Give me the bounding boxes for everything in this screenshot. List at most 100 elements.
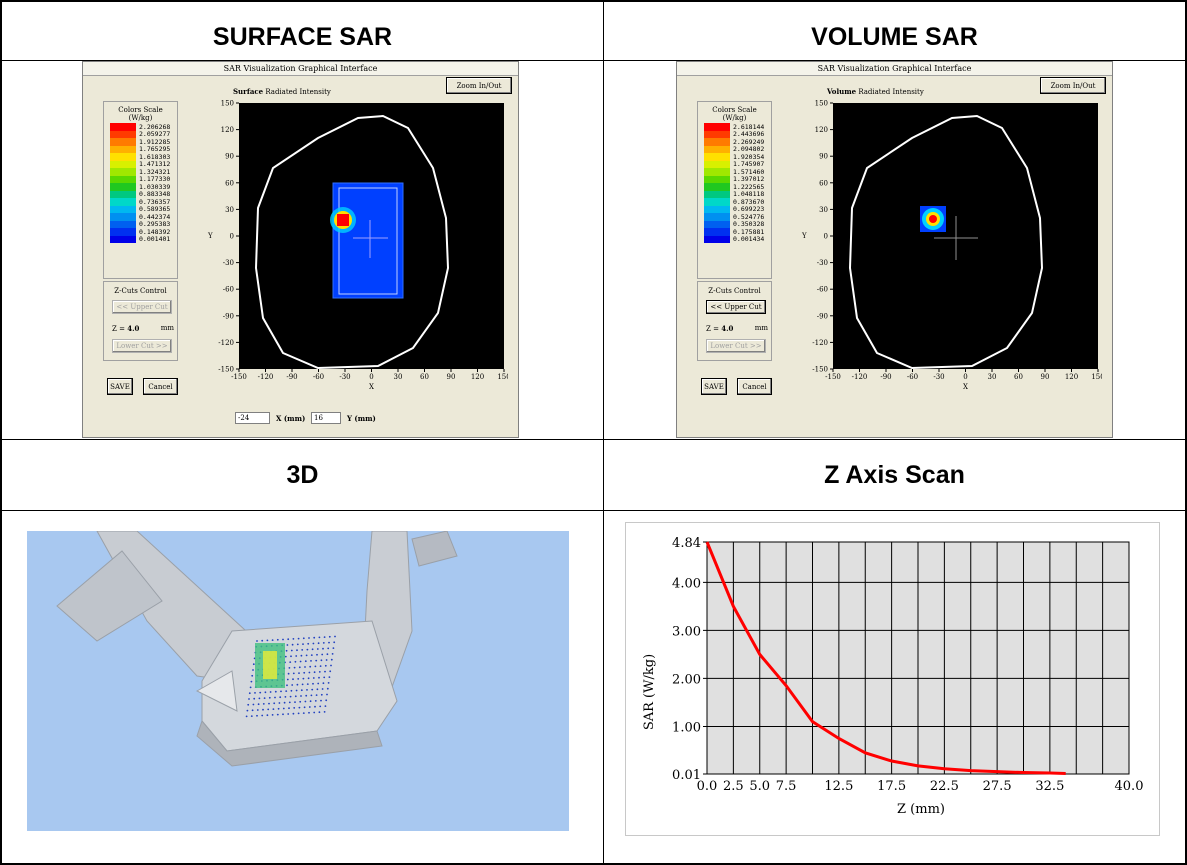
- table-border-right: [1185, 0, 1187, 865]
- scan-point: [291, 643, 294, 646]
- upper-cut-button[interactable]: << Upper Cut: [706, 300, 766, 314]
- header-surface-sar: SURFACE SAR: [212, 22, 393, 51]
- scan-point: [327, 647, 330, 650]
- save-button[interactable]: SAVE: [701, 378, 727, 395]
- y-axis-letter: Y: [801, 232, 807, 240]
- scale-row: 1.030339: [110, 183, 170, 191]
- scale-row: 2.443696: [704, 130, 764, 138]
- y-tick-label: -120: [218, 339, 234, 347]
- y-tick-label: -60: [817, 286, 828, 294]
- scan-point: [310, 654, 313, 656]
- scan-point: [320, 699, 322, 702]
- scan-point: [323, 676, 326, 679]
- table-border-bottom: [0, 863, 1187, 865]
- scale-value: 1.745907: [733, 160, 765, 169]
- scan-point: [291, 684, 294, 686]
- y-coordinate-field[interactable]: 16: [311, 412, 341, 424]
- scale-row: 0.699223: [704, 205, 764, 213]
- z-axis-scan-chart: SAR (W/kg) Z (mm) 4.84 4.00 3.00 2.00 1.00 0.…: [642, 536, 1143, 817]
- y-tick-label: -30: [817, 259, 828, 267]
- scale-row: 2.618144: [704, 123, 764, 131]
- zoom-button[interactable]: Zoom In/Out: [446, 77, 512, 94]
- z-unit: mm: [160, 324, 174, 332]
- scan-point: [312, 682, 314, 685]
- scale-unit: (W/kg): [128, 114, 153, 122]
- scan-point: [328, 641, 330, 644]
- save-button[interactable]: SAVE: [107, 378, 133, 395]
- scan-point: [282, 713, 284, 716]
- scan-point: [325, 659, 328, 661]
- y-tick-label: 1.00: [672, 720, 701, 735]
- scale-swatch: [704, 235, 730, 243]
- scale-value: 0.736357: [139, 197, 171, 206]
- scan-point: [302, 677, 305, 680]
- y-axis-letter: Y: [207, 232, 213, 240]
- scan-point: [256, 640, 258, 642]
- scan-point: [332, 647, 335, 649]
- scale-row: 1.471312: [110, 160, 170, 168]
- scan-point: [247, 703, 250, 706]
- scan-point: [288, 707, 290, 710]
- scale-row: 1.618303: [110, 153, 170, 161]
- mode-rest: Radiated Intensity: [265, 88, 331, 96]
- scale-swatch: [110, 235, 136, 243]
- scan-point: [313, 636, 316, 639]
- mode-bold: Surface: [233, 87, 264, 96]
- x-tick-label: 12.5: [824, 779, 853, 794]
- scale-value: 1.765295: [139, 145, 171, 154]
- scan-point: [292, 712, 295, 715]
- scan-point: [282, 638, 284, 641]
- x-tick-label: 90: [447, 373, 456, 381]
- scale-value: 1.912285: [139, 137, 171, 146]
- upper-cut-button[interactable]: << Upper Cut: [112, 300, 172, 314]
- scale-value: 0.589365: [139, 205, 171, 214]
- scale-swatch: [110, 123, 136, 131]
- scale-row: 2.094802: [704, 145, 765, 154]
- scan-point: [261, 639, 264, 642]
- scale-row: 1.912285: [110, 138, 170, 146]
- zcuts-title: Z-Cuts Control: [114, 287, 167, 295]
- scan-point: [299, 700, 302, 703]
- scale-row: 0.883348: [110, 190, 170, 198]
- x-axis-label: Z (mm): [897, 802, 945, 817]
- y-tick-label: -30: [223, 259, 234, 267]
- cancel-button[interactable]: Cancel: [143, 378, 178, 395]
- scan-point: [303, 706, 306, 709]
- scan-point: [285, 690, 288, 692]
- lower-cut-button[interactable]: Lower Cut >>: [706, 339, 766, 353]
- y-tick-label: 30: [225, 206, 234, 214]
- scan-point: [297, 678, 300, 680]
- y-tick-label: 150: [815, 100, 828, 108]
- scan-point: [326, 693, 328, 696]
- scan-point: [292, 678, 294, 681]
- scale-swatch: [704, 213, 730, 221]
- lower-cut-button[interactable]: Lower Cut >>: [112, 339, 172, 353]
- zoom-button[interactable]: Zoom In/Out: [1040, 77, 1106, 94]
- scale-row: 2.059277: [110, 130, 170, 138]
- scan-point: [326, 653, 329, 656]
- scan-point: [293, 666, 296, 669]
- x-tick-label: 120: [1065, 373, 1078, 381]
- scan-point: [263, 697, 266, 699]
- scan-point: [286, 644, 289, 646]
- scan-point: [318, 676, 320, 679]
- scan-point: [300, 695, 302, 697]
- scan-point: [304, 666, 306, 668]
- phantom-right-wing: [411, 531, 458, 567]
- scan-point: [311, 648, 314, 651]
- scale-value: 2.094802: [733, 145, 765, 154]
- color-scale-list: 2.618144 2.443696 2.269249 2.094802 1.920354…: [704, 123, 772, 243]
- scale-value: 0.442374: [139, 212, 171, 221]
- scan-point: [245, 715, 248, 718]
- color-scale-box: Colors Scale (W/kg) 2.618144 2.443696 2.26…: [697, 101, 772, 279]
- scan-point: [273, 702, 276, 705]
- scan-point: [289, 695, 292, 698]
- x-coordinate-field[interactable]: -24: [235, 412, 270, 424]
- scale-swatch: [110, 145, 136, 153]
- z-value: 4.0: [721, 324, 734, 333]
- cancel-button[interactable]: Cancel: [737, 378, 772, 395]
- scan-point: [315, 659, 318, 662]
- scan-point: [308, 711, 310, 714]
- scan-point: [306, 689, 308, 691]
- scan-point: [301, 683, 304, 686]
